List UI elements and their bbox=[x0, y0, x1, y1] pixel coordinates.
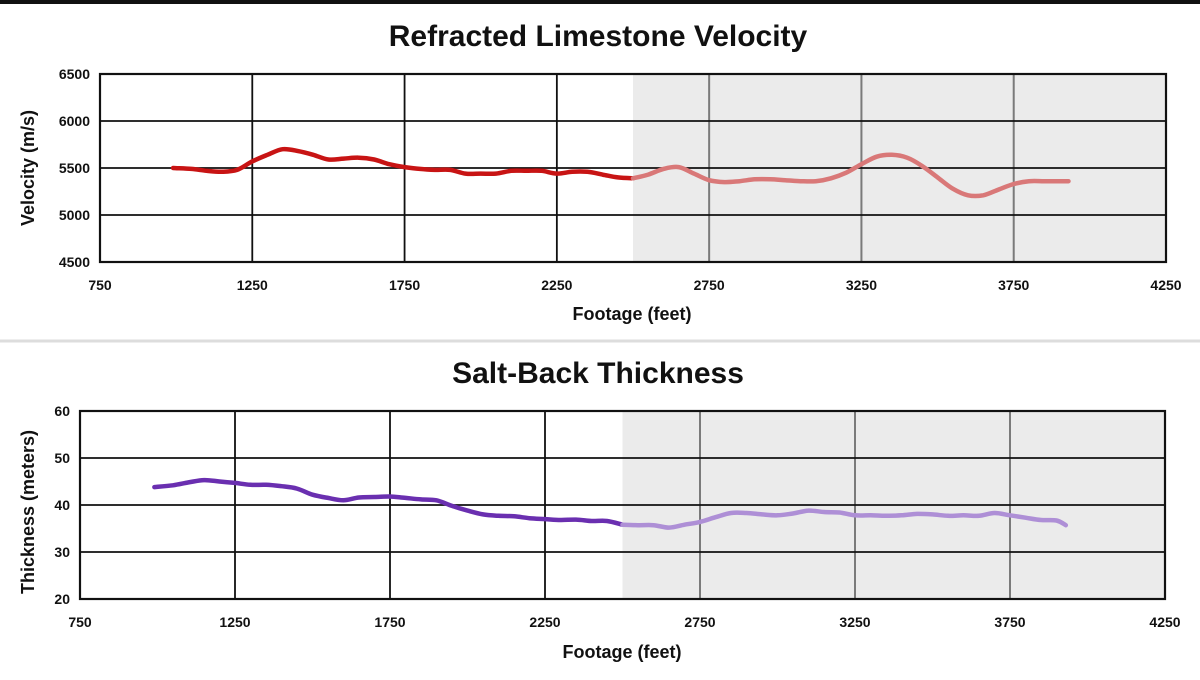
thickness-x-tick-label: 2250 bbox=[529, 614, 560, 630]
velocity-chart-y-axis-label: Velocity (m/s) bbox=[18, 110, 38, 226]
thickness-x-tick-label: 1750 bbox=[374, 614, 405, 630]
velocity-series-line bbox=[170, 146, 636, 181]
thickness-y-tick-label: 40 bbox=[54, 497, 70, 513]
thickness-x-tick-label: 3250 bbox=[839, 614, 870, 630]
velocity-x-tick-label: 4250 bbox=[1150, 277, 1181, 293]
velocity-x-tick-label: 3250 bbox=[846, 277, 877, 293]
velocity-x-tick-label: 750 bbox=[88, 277, 112, 293]
velocity-y-tick-label: 5500 bbox=[59, 160, 90, 176]
thickness-chart-title: Salt-Back Thickness bbox=[452, 357, 744, 390]
velocity-x-tick-label: 3750 bbox=[998, 277, 1029, 293]
velocity-x-tick-label: 1250 bbox=[237, 277, 268, 293]
velocity-y-tick-label: 6500 bbox=[59, 66, 90, 82]
velocity-series-line-shaded bbox=[630, 152, 1071, 199]
thickness-chart: Salt-Back Thickness Footage (feet) Thick… bbox=[18, 357, 1181, 662]
velocity-x-tick-label: 1750 bbox=[389, 277, 420, 293]
thickness-x-tick-label: 2750 bbox=[684, 614, 715, 630]
thickness-chart-y-axis-label: Thickness (meters) bbox=[18, 430, 38, 594]
velocity-chart-title: Refracted Limestone Velocity bbox=[389, 20, 808, 53]
thickness-series-line bbox=[152, 477, 625, 527]
velocity-x-tick-label: 2750 bbox=[694, 277, 725, 293]
top-border bbox=[0, 0, 1200, 4]
thickness-y-tick-label: 60 bbox=[54, 403, 70, 419]
thickness-y-tick-label: 20 bbox=[54, 591, 70, 607]
thickness-plot-frame bbox=[78, 409, 1167, 601]
velocity-chart-x-axis-label: Footage (feet) bbox=[573, 304, 692, 324]
thickness-chart-x-axis-label: Footage (feet) bbox=[563, 642, 682, 662]
velocity-y-tick-label: 5000 bbox=[59, 207, 90, 223]
velocity-x-tick-label: 2250 bbox=[541, 277, 572, 293]
velocity-y-tick-label: 6000 bbox=[59, 113, 90, 129]
thickness-y-tick-label: 50 bbox=[54, 450, 70, 466]
thickness-x-tick-label: 1250 bbox=[219, 614, 250, 630]
velocity-plot-frame bbox=[98, 72, 1168, 264]
thickness-x-tick-label: 4250 bbox=[1149, 614, 1180, 630]
velocity-y-tick-label: 4500 bbox=[59, 254, 90, 270]
thickness-x-tick-label: 750 bbox=[68, 614, 92, 630]
thickness-y-tick-label: 30 bbox=[54, 544, 70, 560]
thickness-x-tick-label: 3750 bbox=[994, 614, 1025, 630]
velocity-chart: Refracted Limestone Velocity Footage (fe… bbox=[18, 20, 1182, 324]
thickness-series-line-shaded bbox=[620, 508, 1069, 530]
